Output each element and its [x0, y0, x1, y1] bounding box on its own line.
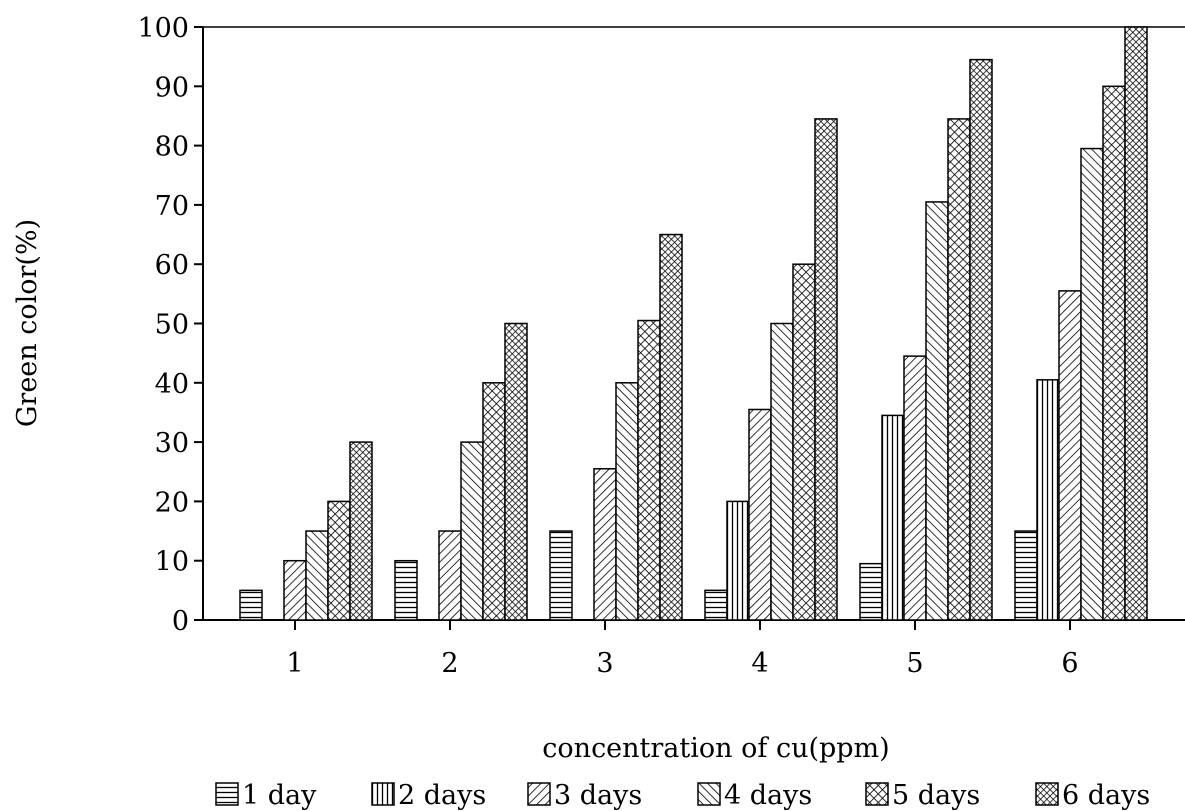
- bar: [482, 382, 506, 621]
- bar: [1058, 290, 1082, 621]
- bar: [593, 468, 617, 621]
- y-tick-label: 70: [155, 191, 189, 222]
- bar: [726, 500, 750, 621]
- bar: [947, 118, 971, 621]
- legend-label: 4 days: [724, 780, 812, 811]
- legend-swatch: [1035, 782, 1059, 806]
- bar: [460, 441, 484, 621]
- bar: [748, 408, 772, 621]
- y-tick-label: 90: [155, 72, 189, 103]
- y-tick-label: 80: [155, 132, 189, 163]
- x-tick-label: 6: [1061, 648, 1078, 679]
- y-tick-label: 50: [155, 310, 189, 341]
- bar: [925, 201, 949, 621]
- bar: [704, 589, 728, 621]
- y-axis-title: Green color(%): [12, 219, 43, 427]
- bars: [239, 26, 1148, 621]
- legend-label: 3 days: [554, 780, 642, 811]
- bar: [770, 322, 794, 621]
- bar: [859, 562, 883, 621]
- legend: 1 day 2 days 3 days 4 days 5 days 6 days: [215, 780, 1150, 811]
- legend-swatch: [865, 782, 889, 806]
- x-tick-label: 1: [286, 648, 303, 679]
- x-tick-label: 5: [906, 648, 923, 679]
- bar: [305, 530, 329, 621]
- y-tick-label: 20: [155, 487, 189, 518]
- bar: [283, 559, 307, 621]
- y-tick-label: 10: [155, 547, 189, 578]
- legend-label: 5 days: [892, 780, 980, 811]
- bar: [394, 559, 418, 621]
- bar: [969, 58, 993, 621]
- legend-swatch: [697, 782, 721, 806]
- y-axis-ticks: 0 10 20 30 40 50 60 70 80 90 100: [137, 13, 203, 637]
- bar: [659, 233, 683, 621]
- bar: [549, 530, 573, 621]
- x-axis-title: concentration of cu(ppm): [542, 733, 889, 764]
- legend-label: 1 day: [242, 780, 317, 811]
- y-tick-label: 60: [155, 250, 189, 281]
- bar: [792, 263, 816, 621]
- x-tick-label: 4: [751, 648, 768, 679]
- y-tick-label: 30: [155, 428, 189, 459]
- x-tick-label: 3: [596, 648, 613, 679]
- x-axis-ticks: 1 2 3 4 5 6: [286, 620, 1079, 679]
- legend-label: 6 days: [1062, 780, 1150, 811]
- legend-swatch: [215, 782, 239, 806]
- bar: [814, 118, 838, 621]
- bar: [239, 589, 263, 621]
- bar: [1036, 379, 1060, 621]
- y-tick-label: 0: [172, 606, 189, 637]
- legend-swatch: [371, 782, 395, 806]
- bar: [504, 322, 528, 621]
- legend-label: 2 days: [398, 780, 486, 811]
- bar: [1124, 26, 1148, 621]
- bar: [349, 441, 373, 621]
- x-tick-label: 2: [441, 648, 458, 679]
- bar: [438, 530, 462, 621]
- bar: [881, 414, 905, 621]
- bar: [1080, 147, 1104, 621]
- bar: [1102, 85, 1126, 621]
- bar: [637, 319, 661, 621]
- y-tick-label: 100: [137, 13, 189, 44]
- y-tick-label: 40: [155, 369, 189, 400]
- bar: [615, 382, 639, 621]
- bar: [903, 355, 927, 621]
- bar: [1014, 530, 1038, 621]
- bar: [327, 500, 351, 621]
- legend-swatch: [527, 782, 551, 806]
